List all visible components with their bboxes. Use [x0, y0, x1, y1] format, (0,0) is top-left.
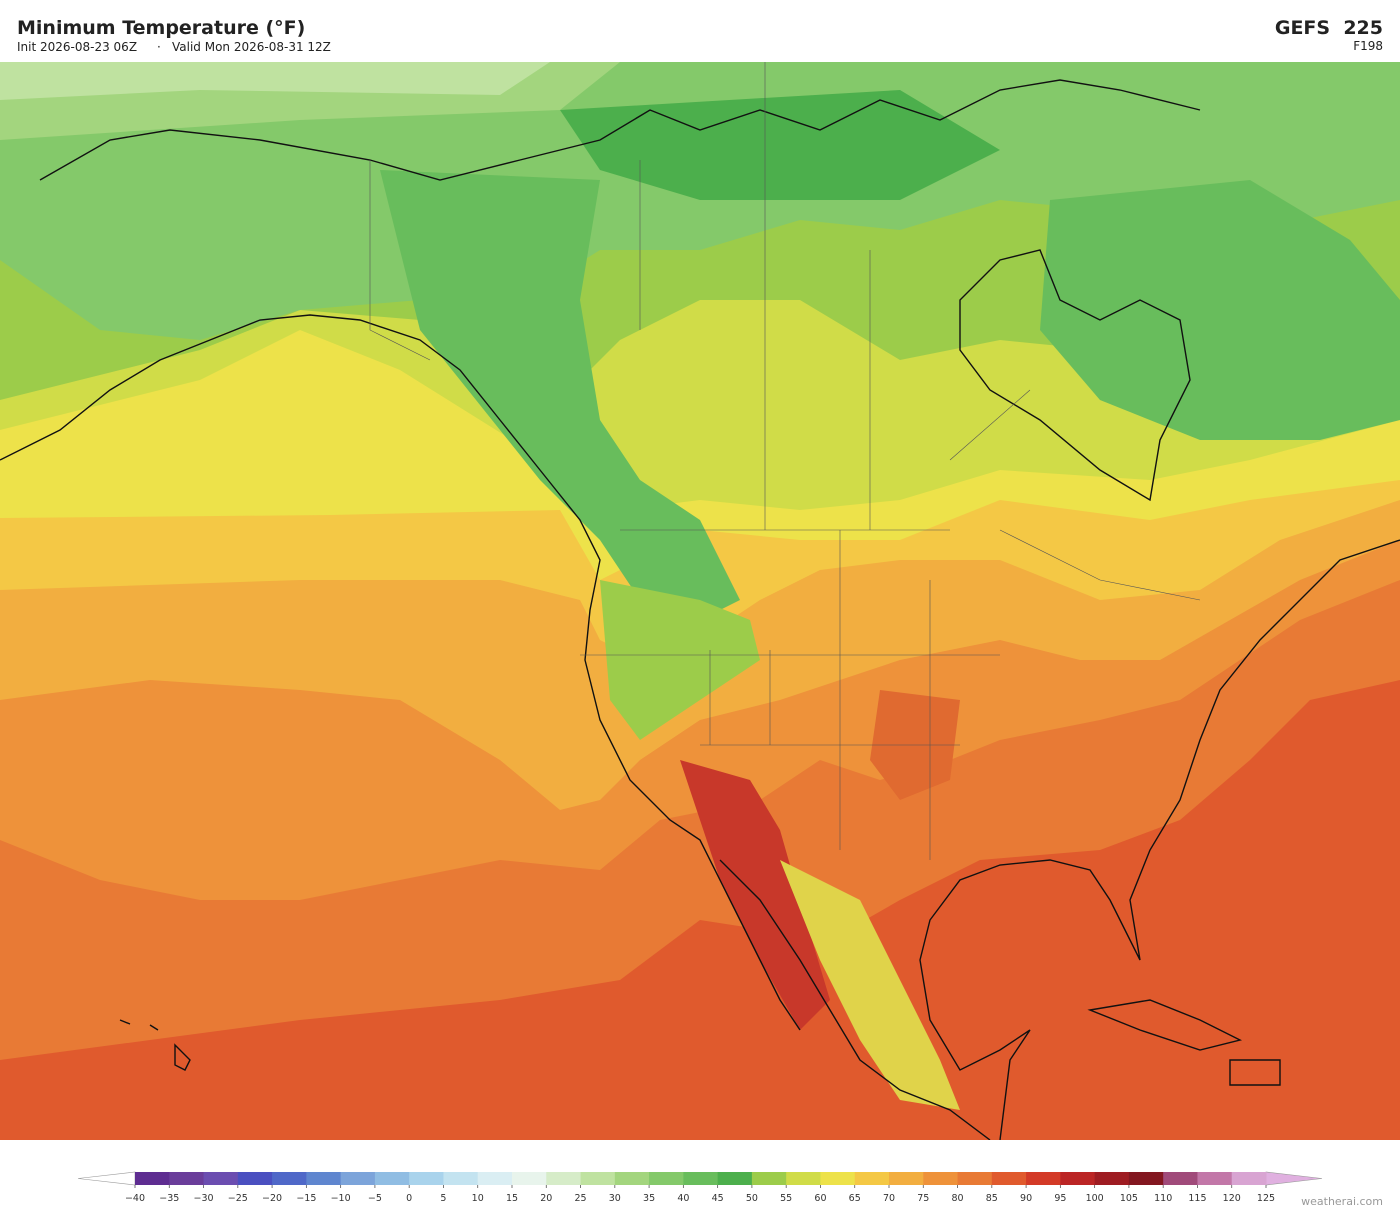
- colorbar-bin: [1060, 1172, 1096, 1185]
- colorbar-tick-label: 125: [1257, 1193, 1275, 1204]
- colorbar-bin: [374, 1172, 410, 1185]
- colorbar-bin: [1026, 1172, 1061, 1185]
- colorbar-tick-label: 25: [574, 1193, 586, 1204]
- colorbar-tick-label: 75: [917, 1193, 929, 1204]
- colorbar-tick-label: −15: [296, 1193, 316, 1204]
- colorbar-tick-label: 100: [1086, 1193, 1104, 1204]
- colorbar-tick-label: 90: [1020, 1193, 1032, 1204]
- colorbar-tick-label: 105: [1120, 1193, 1138, 1204]
- coastline: [0, 314, 1400, 1140]
- forecast-hour: F198: [1353, 39, 1383, 53]
- colorbar-tick-label: 5: [440, 1193, 446, 1204]
- colorbar-tick-label: −30: [194, 1193, 214, 1204]
- colorbar-bin: [169, 1172, 205, 1185]
- colorbar-tick-label: 110: [1154, 1193, 1172, 1204]
- colorbar-tick-label: 45: [712, 1193, 724, 1204]
- colorbar-bin: [717, 1172, 753, 1185]
- colorbar-bin: [203, 1172, 239, 1185]
- model-name: GEFS 225: [1275, 17, 1383, 39]
- coastline: [39, 79, 1201, 502]
- colorbar-bin: [649, 1172, 684, 1185]
- colorbar-bin: [306, 1172, 342, 1185]
- colorbar: −40 −35 −30 −25 −20 −15 −10 −5 0 5 10 15 20 25 30 35 40 4…: [77, 1171, 1323, 1204]
- colorbar-bin: [614, 1172, 650, 1185]
- colorbar-tick-label: −20: [262, 1193, 282, 1204]
- watermark: weatherai.com: [1301, 1195, 1383, 1208]
- colorbar-tick-label: 20: [540, 1193, 552, 1204]
- map-title: Minimum Temperature (°F): [17, 17, 305, 39]
- colorbar-bin: [135, 1172, 170, 1185]
- colorbar-bin: [237, 1172, 273, 1185]
- colorbar-tick-label: −5: [368, 1193, 382, 1204]
- colorbar-tick-label: 30: [609, 1193, 621, 1204]
- colorbar-bin: [751, 1172, 787, 1185]
- colorbar-bin: [512, 1172, 547, 1185]
- colorbar-over: [1265, 1171, 1323, 1186]
- colorbar-bin: [340, 1172, 376, 1185]
- coastline: [119, 999, 1281, 1086]
- colorbar-tick-label: 0: [406, 1193, 412, 1204]
- colorbar-tick-label: 40: [677, 1193, 689, 1204]
- colorbar-tick-label: −40: [125, 1193, 145, 1204]
- colorbar-tick-label: 95: [1054, 1193, 1066, 1204]
- colorbar-tick-label: 15: [506, 1193, 518, 1204]
- colorbar-tick-label: 115: [1188, 1193, 1206, 1204]
- valid-time: Valid Mon 2026-08-31 12Z: [172, 40, 331, 54]
- colorbar-tick-label: 55: [780, 1193, 792, 1204]
- colorbar-bin: [546, 1172, 582, 1185]
- colorbar-bin: [820, 1172, 856, 1185]
- colorbar-bin: [991, 1172, 1027, 1185]
- colorbar-bin: [1163, 1172, 1198, 1185]
- colorbar-tick-label: 60: [814, 1193, 826, 1204]
- colorbar-bin: [683, 1172, 719, 1185]
- colorbar-bin: [786, 1172, 821, 1185]
- colorbar-bin: [1128, 1172, 1164, 1185]
- init-time: Init 2026-08-23 06Z: [17, 40, 137, 54]
- colorbar-tick-label: 70: [883, 1193, 895, 1204]
- colorbar-bin: [272, 1172, 307, 1185]
- colorbar-bin: [1197, 1172, 1233, 1185]
- colorbar-bin: [889, 1172, 924, 1185]
- colorbar-tick-label: 65: [849, 1193, 861, 1204]
- colorbar-tick-label: −25: [228, 1193, 248, 1204]
- colorbar-tick-label: −35: [159, 1193, 179, 1204]
- colorbar-bin: [1094, 1172, 1130, 1185]
- colorbar-tick-label: 35: [643, 1193, 655, 1204]
- colorbar-under: [77, 1171, 136, 1186]
- colorbar-bin: [957, 1172, 993, 1185]
- colorbar-bin: [580, 1172, 616, 1185]
- colorbar-bin: [1231, 1172, 1267, 1185]
- colorbar-tick-label: 120: [1223, 1193, 1241, 1204]
- colorbar-tick-label: −10: [331, 1193, 351, 1204]
- boundary: [369, 62, 1201, 860]
- colorbar-bin: [409, 1172, 444, 1185]
- map: [0, 62, 1400, 1140]
- header: Minimum Temperature (°F) Init 2026-08-23…: [17, 17, 1383, 54]
- colorbar-tick-label: 10: [472, 1193, 484, 1204]
- colorbar-bin: [923, 1172, 959, 1185]
- colorbar-bin: [443, 1172, 479, 1185]
- colorbar-tick-label: 85: [986, 1193, 998, 1204]
- separator: ·: [157, 40, 161, 54]
- colorbar-tick-label: 50: [746, 1193, 758, 1204]
- colorbar-tick-label: 80: [951, 1193, 963, 1204]
- colorbar-bin: [854, 1172, 890, 1185]
- colorbar-bin: [477, 1172, 513, 1185]
